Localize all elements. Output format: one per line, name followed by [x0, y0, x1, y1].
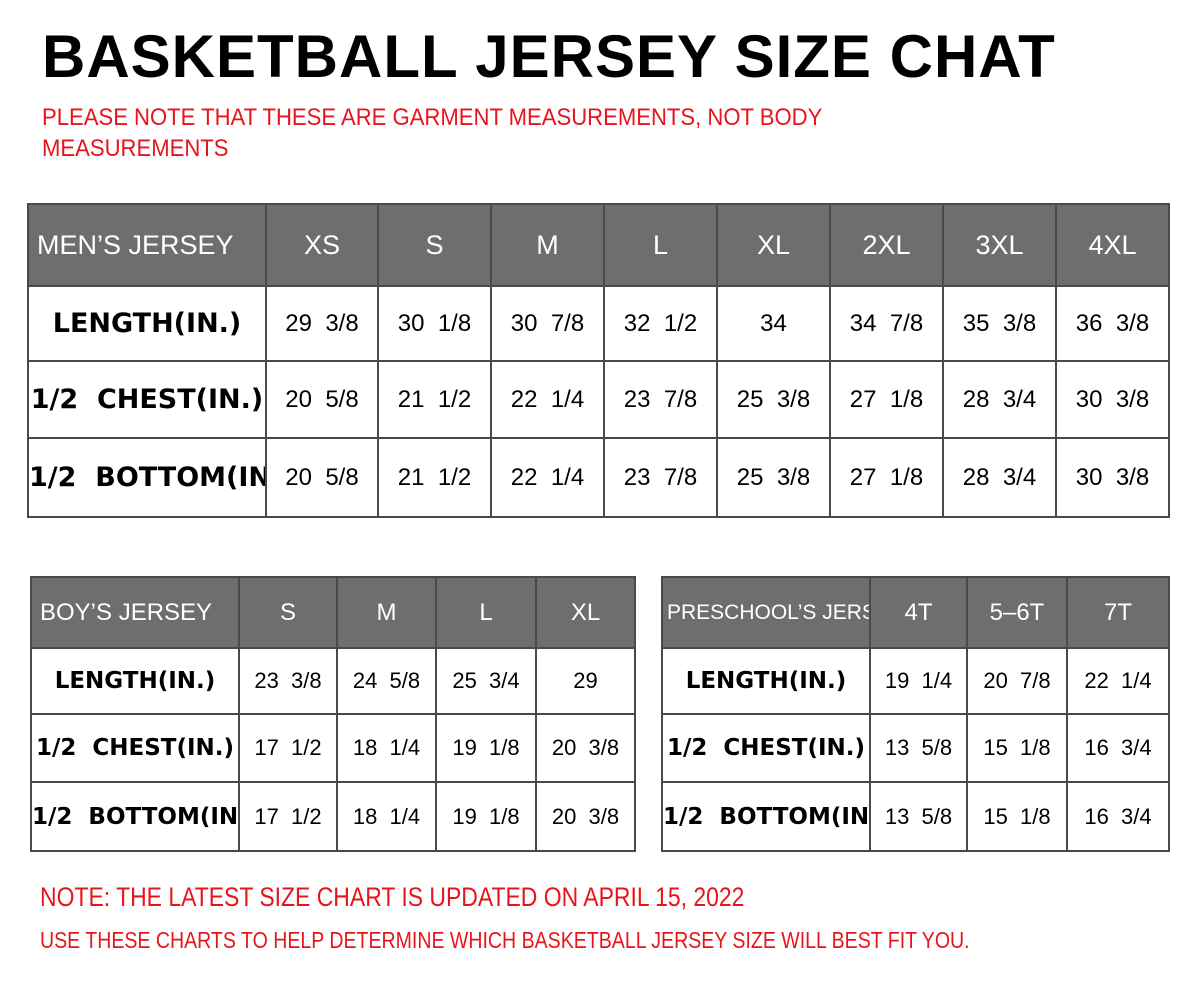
table-row: 1/2 BOTTOM(IN.) 13 5/8 15 1/8 16 3/4: [661, 781, 1170, 852]
measurement-cell: 20 5/8: [265, 437, 379, 518]
measurement-cell: 30 7/8: [490, 285, 605, 362]
size-header: 3XL: [942, 203, 1057, 287]
measurement-cell: 23 3/8: [238, 647, 338, 715]
measurement-cell: 30 3/8: [1055, 360, 1170, 439]
measurement-cell: 18 1/4: [336, 713, 437, 783]
measurement-cell: 23 7/8: [603, 437, 718, 518]
size-header: L: [435, 576, 537, 649]
measurement-cell: 25 3/8: [716, 360, 831, 439]
row-label: LENGTH(IN.): [27, 285, 267, 362]
measurement-cell: 36 3/8: [1055, 285, 1170, 362]
size-header: XS: [265, 203, 379, 287]
measurement-cell: 20 7/8: [966, 647, 1068, 715]
row-label: 1/2 CHEST(IN.): [27, 360, 267, 439]
garment-note-line-2: MEASUREMENTS: [42, 135, 229, 162]
page-title: BASKETBALL JERSEY SIZE CHAT: [42, 23, 1056, 90]
measurement-cell: 22 1/4: [1066, 647, 1170, 715]
size-header: XL: [535, 576, 636, 649]
size-header: S: [377, 203, 492, 287]
measurement-cell: 35 3/8: [942, 285, 1057, 362]
measurement-cell: 20 3/8: [535, 713, 636, 783]
measurement-cell: 25 3/8: [716, 437, 831, 518]
measurement-cell: 17 1/2: [238, 713, 338, 783]
table-label: MEN’S JERSEY: [27, 203, 267, 287]
measurement-cell: 25 3/4: [435, 647, 537, 715]
measurement-cell: 13 5/8: [869, 781, 968, 852]
size-header: S: [238, 576, 338, 649]
preschool-size-table: PRESCHOOL’S JERSEY4T5–6T7TLENGTH(IN.)19 …: [661, 576, 1170, 852]
table-row: 1/2 CHEST(IN.) 17 1/2 18 1/4 19 1/8 20 3/8: [30, 713, 636, 783]
measurement-cell: 19 1/8: [435, 781, 537, 852]
usage-note: USE THESE CHARTS TO HELP DETERMINE WHICH…: [40, 927, 970, 953]
row-label: 1/2 CHEST(IN.): [661, 713, 871, 783]
measurement-cell: 20 5/8: [265, 360, 379, 439]
table-row: 1/2 CHEST(IN.) 13 5/8 15 1/8 16 3/4: [661, 713, 1170, 783]
table-row: LENGTH(IN.) 23 3/8 24 5/8 25 3/4 29: [30, 647, 636, 715]
size-header: 4XL: [1055, 203, 1170, 287]
size-header: 7T: [1066, 576, 1170, 649]
measurement-cell: 22 1/4: [490, 360, 605, 439]
measurement-cell: 30 3/8: [1055, 437, 1170, 518]
measurement-cell: 28 3/4: [942, 437, 1057, 518]
table-row: LENGTH(IN.) 19 1/4 20 7/8 22 1/4: [661, 647, 1170, 715]
size-header: 5–6T: [966, 576, 1068, 649]
measurement-cell: 16 3/4: [1066, 781, 1170, 852]
row-label: 1/2 BOTTOM(IN.): [30, 781, 240, 852]
measurement-cell: 32 1/2: [603, 285, 718, 362]
measurement-cell: 20 3/8: [535, 781, 636, 852]
measurement-cell: 28 3/4: [942, 360, 1057, 439]
measurement-cell: 15 1/8: [966, 781, 1068, 852]
row-label: 1/2 CHEST(IN.): [30, 713, 240, 783]
table-row: 1/2 BOTTOM(IN.) 17 1/2 18 1/4 19 1/8 20 3/8: [30, 781, 636, 852]
header-row: MEN’S JERSEY XS S M L XL 2XL 3XL 4XL: [27, 203, 1170, 287]
size-header: 2XL: [829, 203, 944, 287]
measurement-cell: 16 3/4: [1066, 713, 1170, 783]
measurement-cell: 18 1/4: [336, 781, 437, 852]
size-header: XL: [716, 203, 831, 287]
row-label: 1/2 BOTTOM(IN.): [661, 781, 871, 852]
table-row: 1/2 BOTTOM(IN.)20 5/821 1/222 1/423 7/82…: [27, 437, 1170, 518]
size-header: M: [336, 576, 437, 649]
header-row: BOY’S JERSEY S M L XL: [30, 576, 636, 649]
row-label: LENGTH(IN.): [30, 647, 240, 715]
measurement-cell: 23 7/8: [603, 360, 718, 439]
update-note: NOTE: THE LATEST SIZE CHART IS UPDATED O…: [40, 882, 745, 912]
table-row: 1/2 CHEST(IN.) 20 5/8 21 1/2 22 1/4 23 7/8 25…: [27, 360, 1170, 439]
row-label: LENGTH(IN.): [661, 647, 871, 715]
garment-note-line-1: PLEASE NOTE THAT THESE ARE GARMENT MEASU…: [42, 104, 823, 131]
size-header: L: [603, 203, 718, 287]
measurement-cell: 29: [535, 647, 636, 715]
measurement-cell: 34: [716, 285, 831, 362]
mens-size-table: MEN’S JERSEY XS S M L XL 2XL 3XL 4XL LENGTH(IN.) 2…: [27, 203, 1170, 518]
row-label: 1/2 BOTTOM(IN.): [27, 437, 267, 518]
measurement-cell: 21 1/2: [377, 360, 492, 439]
measurement-cell: 29 3/8: [265, 285, 379, 362]
measurement-cell: 21 1/2: [377, 437, 492, 518]
measurement-cell: 19 1/4: [869, 647, 968, 715]
measurement-cell: 17 1/2: [238, 781, 338, 852]
measurement-cell: 24 5/8: [336, 647, 437, 715]
boys-size-table: BOY’S JERSEY S M L XL LENGTH(IN.) 23 3/8 24 5/8…: [30, 576, 636, 852]
measurement-cell: 22 1/4: [490, 437, 605, 518]
table-label: PRESCHOOL’S JERSEY: [661, 576, 871, 649]
measurement-cell: 19 1/8: [435, 713, 537, 783]
measurement-cell: 15 1/8: [966, 713, 1068, 783]
measurement-cell: 34 7/8: [829, 285, 944, 362]
measurement-cell: 30 1/8: [377, 285, 492, 362]
size-header: 4T: [869, 576, 968, 649]
measurement-cell: 27 1/8: [829, 437, 944, 518]
table-label: BOY’S JERSEY: [30, 576, 240, 649]
measurement-cell: 13 5/8: [869, 713, 968, 783]
size-header: M: [490, 203, 605, 287]
measurement-cell: 27 1/8: [829, 360, 944, 439]
table-row: LENGTH(IN.) 29 3/8 30 1/8 30 7/8 32 1/2 34 34 …: [27, 285, 1170, 362]
